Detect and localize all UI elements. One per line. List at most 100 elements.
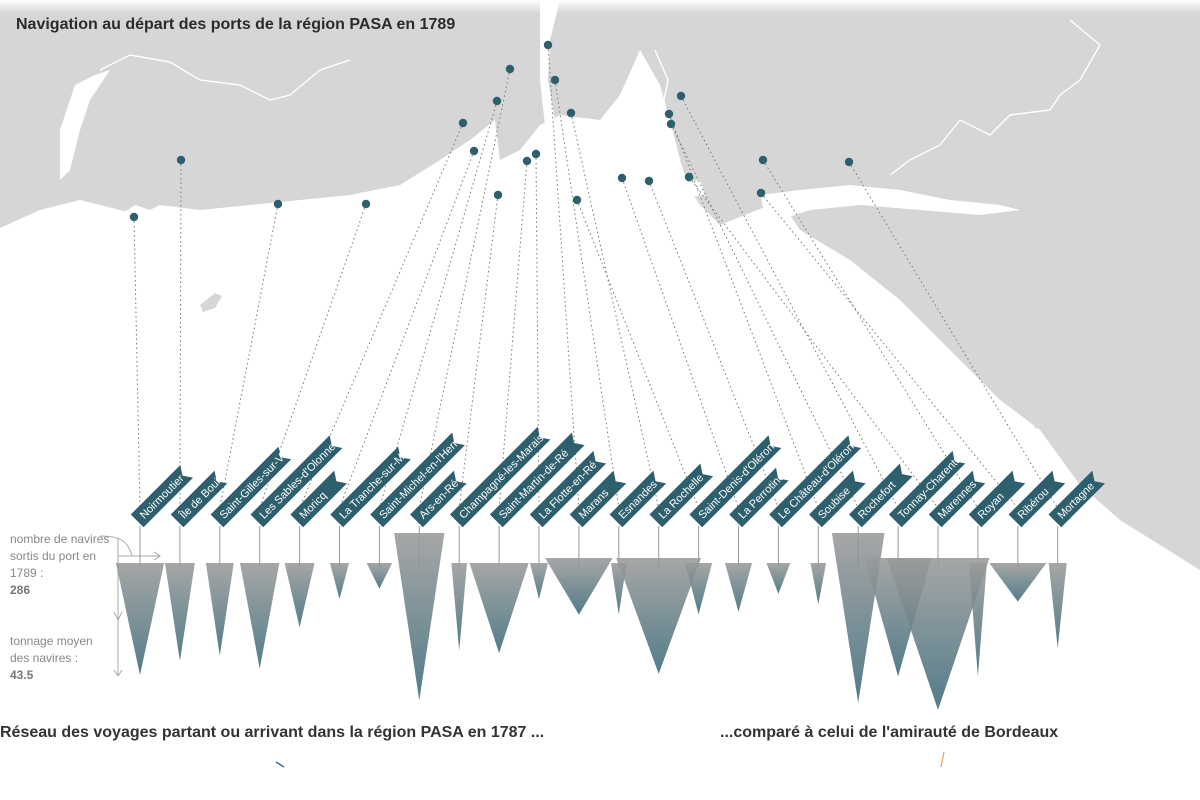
port-dot [469,146,479,156]
flag-ribbon [609,470,667,528]
island-yeu [200,293,222,312]
port-flag: Royan [968,470,1026,528]
port-dot [493,190,503,200]
flag-ribbon [410,470,467,528]
flag-ribbon [450,426,551,528]
flag-ribbon [1048,470,1106,528]
flag-ribbon [569,470,627,528]
port-triangle [451,563,468,651]
port-dot [844,157,854,167]
port-triangle [886,558,990,710]
flag-ribbon [769,435,862,528]
port-dot [522,156,532,166]
leader-line [762,159,979,509]
port-triangle [1048,563,1067,648]
flag-ribbon [809,470,866,528]
flag-ribbon [968,470,1026,528]
port-triangle [766,563,791,594]
port-triangle [545,558,613,615]
flag-ribbon [370,432,465,528]
port-dot [566,108,576,118]
coastline-map [0,0,1200,570]
port-dot [550,75,560,85]
port-dot [758,155,768,165]
legend-count-value: 286 [10,583,31,597]
leader-line [688,176,939,509]
leader-line [621,177,739,509]
legend-count-arrow [118,551,161,561]
port-dot [492,96,502,106]
legend-count: nombre de navires sortis du port en 1789… [10,531,110,599]
legend-marks [99,535,945,768]
leader-line [576,199,700,509]
leader-line [570,112,660,509]
flag-ribbon [888,450,966,528]
leader-line [670,123,859,509]
leader-line [680,95,899,509]
port-dot [572,195,582,205]
decorative-stroke [275,761,285,768]
flag-ribbon [529,450,607,528]
port-triangle [284,563,315,628]
flag-ribbon [1008,470,1066,528]
port-dot [176,155,186,165]
flag-ribbon [489,432,585,528]
subtitle-left: Réseau des voyages partant ou arrivant d… [0,724,545,741]
port-triangle [164,563,195,661]
flag-ribbon [689,435,782,528]
port-triangle [989,563,1047,602]
island-re-channel [490,168,548,192]
port-triangle [529,563,549,600]
port-triangle [394,533,445,701]
leader-lines [133,44,1059,567]
port-triangle [469,563,529,654]
pertuis-channel [585,175,705,200]
port-triangle [968,563,987,677]
leader-line [418,68,511,509]
flag-ribbon [729,467,789,528]
port-triangle [810,563,827,605]
top-fade [0,0,1200,110]
port-triangle [724,563,753,612]
legend-tonnage-arrow-lower [113,618,123,677]
decorative-stroke [940,751,945,768]
flag-ribbon [290,470,347,528]
port-triangle [366,563,393,589]
flag-ribbon [250,435,343,528]
leader-line [219,203,279,509]
leader-line [339,150,475,509]
leader-line [547,44,580,509]
land-mass [0,0,1200,570]
legend-tonnage-value: 43.5 [10,668,34,682]
port-dot [129,212,139,222]
leader-line [378,100,498,509]
subtitle-right: ...comparé à celui de l'amirauté de Bord… [720,724,1059,741]
port-triangle [205,563,234,656]
legend-count-label: nombre de navires sortis du port en 1789… [10,532,110,580]
port-dot [505,64,515,74]
flag-ribbon [210,446,292,528]
flag-ribbon [928,470,986,528]
port-triangle [115,563,165,675]
port-triangles [115,533,1067,710]
port-dot [666,119,676,129]
port-dot [684,172,694,182]
leader-line [179,159,182,509]
port-dot [644,176,654,186]
chart-title: Navigation au départ des ports de la rég… [16,16,456,33]
port-flag: Tonnay-Charente [888,450,966,528]
port-dot [273,199,283,209]
port-triangle [240,563,280,669]
port-dot [664,109,674,119]
port-dot [361,199,371,209]
legend-pointer [99,535,133,557]
port-triangle [616,558,702,674]
flag-ribbon [170,470,228,528]
flag-ribbon [849,463,913,528]
legend-tonnage-label: tonnage moyen des navires : [10,634,93,665]
port-dot [543,40,553,50]
port-triangle [685,563,713,615]
port-dots [129,40,854,222]
